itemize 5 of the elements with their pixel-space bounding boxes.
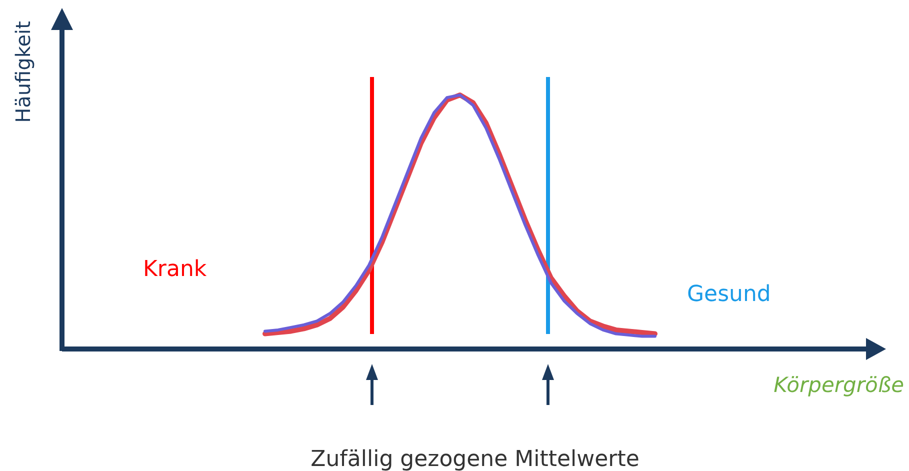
text: Gesund bbox=[687, 282, 771, 307]
text: Häufigkeit bbox=[11, 20, 35, 123]
text: Zufällig gezogene Mittelwerte bbox=[310, 447, 640, 471]
text: Krank bbox=[143, 257, 207, 282]
text: Körpergröße bbox=[774, 373, 904, 397]
